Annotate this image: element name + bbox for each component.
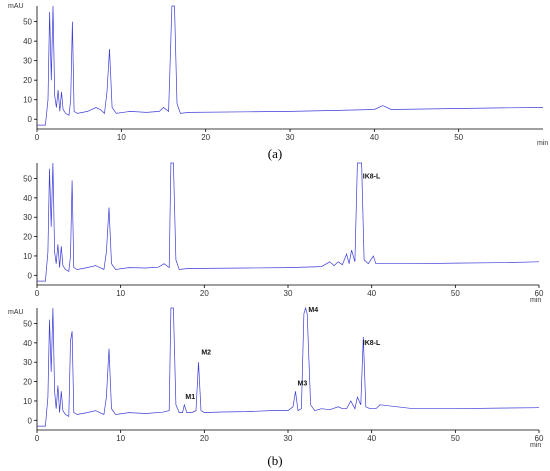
chromatogram-panel-a: mAU min 0 10 20 30 40 50 0 10 20 30 40 50 (a) — [8, 3, 548, 161]
ticks: 0 10 20 30 40 50 60 0 10 20 30 40 50 — [23, 174, 544, 298]
x-axis-unit: min — [537, 140, 548, 147]
plot-area — [37, 306, 540, 427]
x-tick-label: 40 — [367, 434, 376, 443]
y-tick-label: 50 — [23, 18, 32, 27]
x-tick-label: 50 — [451, 289, 460, 298]
x-tick-label: 30 — [286, 133, 295, 142]
axes — [36, 308, 539, 431]
y-tick-label: 40 — [23, 37, 32, 46]
x-tick-label: 20 — [201, 133, 210, 142]
x-tick-label: 0 — [35, 133, 40, 142]
chromatogram-panel-middle: min 0 10 20 30 40 50 60 0 10 20 30 40 50 IK8-L — [23, 162, 544, 304]
x-tick-label: 40 — [367, 289, 376, 298]
panel-label-a: (a) — [268, 146, 282, 161]
y-axis-unit: mAU — [8, 309, 24, 316]
y-tick-label: 20 — [23, 233, 32, 242]
x-tick-label: 60 — [535, 289, 544, 298]
peak-label: M3 — [298, 380, 308, 387]
peak-label: IK8-L — [363, 173, 381, 180]
series-line — [37, 5, 544, 126]
ticks: 0 10 20 30 40 50 60 0 10 20 30 40 50 — [23, 319, 544, 443]
y-tick-label: 0 — [28, 416, 33, 425]
y-tick-label: 50 — [23, 174, 32, 183]
y-tick-label: 30 — [23, 213, 32, 222]
y-tick-label: 20 — [23, 76, 32, 85]
panel-label-b: (b) — [267, 453, 282, 468]
peak-label: M4 — [308, 307, 318, 314]
x-tick-label: 10 — [116, 289, 125, 298]
x-axis-unit: min — [530, 442, 541, 449]
peak-label: IK8-L — [363, 340, 381, 347]
plot-area — [37, 5, 544, 126]
y-tick-label: 10 — [23, 397, 32, 406]
y-tick-label: 0 — [28, 271, 33, 280]
series-line — [37, 162, 540, 282]
y-tick-label: 40 — [23, 339, 32, 348]
y-tick-label: 10 — [23, 96, 32, 105]
x-tick-label: 30 — [284, 434, 293, 443]
x-tick-label: 10 — [117, 133, 126, 142]
y-axis-unit: mAU — [8, 3, 24, 10]
x-tick-label: 50 — [451, 434, 460, 443]
y-tick-label: 50 — [23, 319, 32, 328]
peak-label: M1 — [185, 394, 195, 401]
peak-labels: IK8-L — [363, 173, 381, 180]
x-tick-label: 50 — [454, 133, 463, 142]
y-tick-label: 10 — [23, 252, 32, 261]
x-tick-label: 10 — [116, 434, 125, 443]
x-tick-label: 0 — [35, 434, 40, 443]
x-tick-label: 40 — [370, 133, 379, 142]
x-axis-unit: min — [530, 297, 541, 304]
axes — [36, 6, 543, 130]
x-tick-label: 20 — [200, 434, 209, 443]
plot-area — [37, 162, 540, 282]
y-tick-label: 30 — [23, 358, 32, 367]
series-line — [37, 306, 540, 427]
x-tick-label: 0 — [35, 289, 40, 298]
peak-label: M2 — [201, 349, 211, 356]
y-tick-label: 20 — [23, 378, 32, 387]
x-tick-label: 30 — [284, 289, 293, 298]
ticks: 0 10 20 30 40 50 0 10 20 30 40 50 — [23, 18, 464, 142]
y-tick-label: 40 — [23, 194, 32, 203]
peak-labels: M1 M2 M3 M4 IK8-L — [185, 307, 381, 401]
y-tick-label: 0 — [28, 115, 33, 124]
x-tick-label: 20 — [200, 289, 209, 298]
axes — [36, 163, 539, 286]
x-tick-label: 60 — [535, 434, 544, 443]
y-tick-label: 30 — [23, 57, 32, 66]
